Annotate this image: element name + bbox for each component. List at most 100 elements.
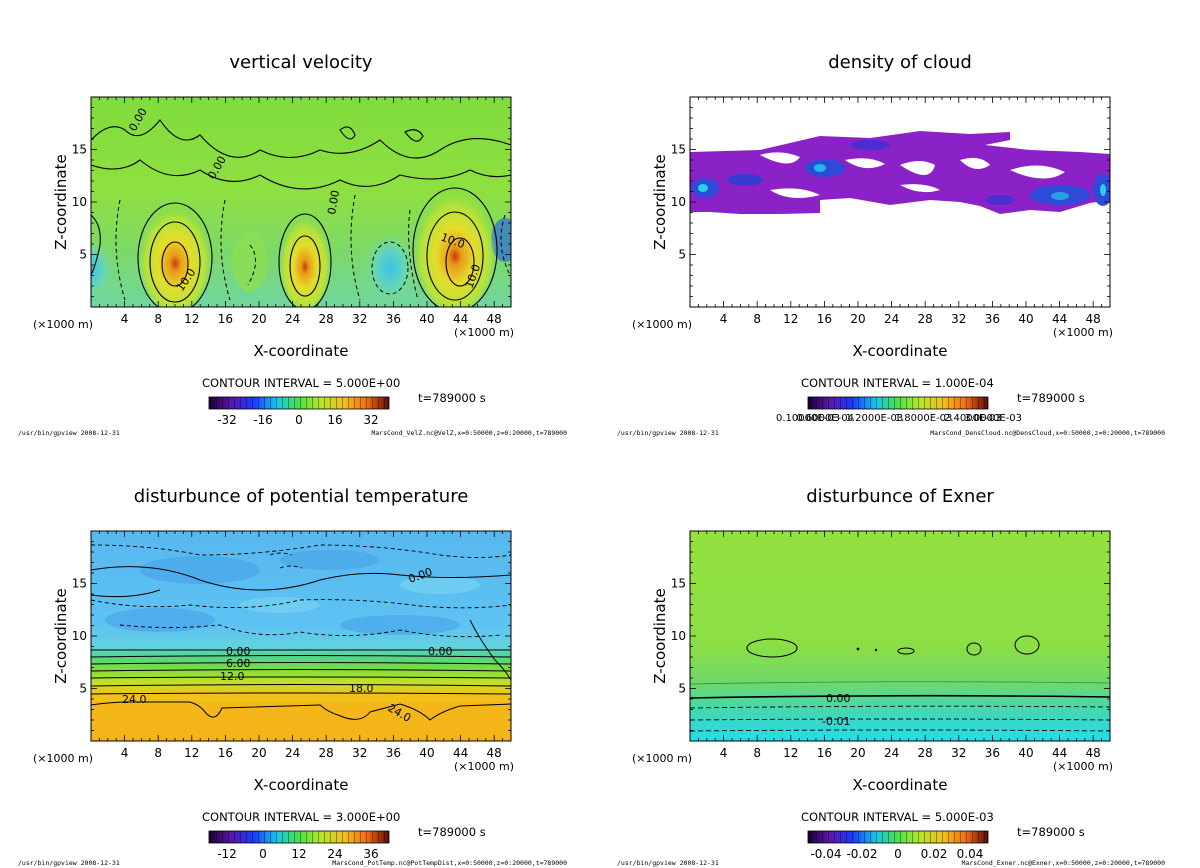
colorbar-ticks: -12 0 12 24 36 — [217, 847, 378, 861]
x-tick-label: 28 — [319, 746, 334, 760]
footer-left: /usr/bin/gpview 2008-12-31 — [617, 429, 719, 437]
x-tick-label: 44 — [453, 746, 468, 760]
y-axis-ticks: 5 10 15 — [72, 541, 511, 731]
chart-title: vertical velocity — [229, 52, 373, 73]
colorbar-tick-label: 32 — [363, 413, 378, 427]
x-axis-ticks: 4 8 12 16 20 24 28 32 36 40 44 48 — [698, 97, 1102, 326]
colorbar — [208, 396, 390, 410]
contour-label: 6.00 — [226, 657, 251, 670]
panel-exner: disturbunce of Exner 0.00 — [617, 486, 1165, 867]
x-tick-label: 20 — [850, 312, 865, 326]
x-axis-label: X-coordinate — [853, 342, 948, 360]
x-unit-left: (×1000 m) — [33, 752, 93, 765]
colorbar-tick-label: 16 — [327, 413, 342, 427]
y-axis-ticks: 5 10 15 — [72, 107, 511, 297]
colorbar-tick-label: 0 — [894, 847, 902, 861]
x-tick-label: 24 — [884, 312, 899, 326]
chart-title: disturbunce of Exner — [806, 486, 994, 507]
time-label: t=789000 s — [1017, 825, 1085, 839]
x-unit-right: (×1000 m) — [1053, 760, 1113, 773]
x-tick-label: 28 — [319, 312, 334, 326]
footer-left: /usr/bin/gpview 2008-12-31 — [18, 859, 120, 867]
x-tick-label: 8 — [154, 312, 162, 326]
contour-label: -0.01 — [822, 715, 850, 728]
x-unit-left: (×1000 m) — [33, 318, 93, 331]
x-axis-ticks: 4 8 12 16 20 24 28 32 36 40 44 48 — [99, 97, 504, 326]
contour-label: 0.00 — [428, 645, 453, 658]
contour-interval: CONTOUR INTERVAL = 3.000E+00 — [202, 810, 400, 824]
x-unit-left: (×1000 m) — [632, 752, 692, 765]
y-axis-ticks: 5 10 15 — [671, 107, 1110, 297]
x-tick-label: 36 — [386, 312, 401, 326]
y-axis-label: Z-coordinate — [651, 154, 669, 249]
x-tick-label: 36 — [985, 746, 1000, 760]
colorbar-tick-label: -16 — [253, 413, 273, 427]
x-unit-left: (×1000 m) — [632, 318, 692, 331]
contour-label: 12.0 — [220, 670, 245, 683]
contour-interval: CONTOUR INTERVAL = 1.000E-04 — [801, 376, 994, 390]
x-tick-label: 4 — [720, 312, 728, 326]
y-tick-label: 10 — [72, 195, 87, 209]
y-tick-label: 10 — [671, 629, 686, 643]
x-tick-label: 40 — [1018, 746, 1033, 760]
y-tick-label: 10 — [671, 195, 686, 209]
colorbar-tick-label: -12 — [217, 847, 237, 861]
x-tick-label: 48 — [1086, 312, 1101, 326]
panel-vertical-velocity: vertical velocity — [18, 52, 567, 437]
x-unit-right: (×1000 m) — [454, 760, 514, 773]
x-tick-label: 36 — [386, 746, 401, 760]
colorbar-tick-label: 1.2000E-03 — [846, 413, 904, 424]
x-tick-label: 12 — [783, 746, 798, 760]
colorbar-tick-label: -0.04 — [810, 847, 841, 861]
colorbar-tick-label: 0 — [259, 847, 267, 861]
x-tick-label: 32 — [352, 746, 367, 760]
x-tick-label: 40 — [1018, 312, 1033, 326]
contour-label: 0.00 — [325, 189, 342, 215]
x-tick-label: 24 — [884, 746, 899, 760]
footer-right: MarsCond_VelZ.nc@VelZ,x=0:50000,z=0:2000… — [371, 429, 567, 437]
footer-left: /usr/bin/gpview 2008-12-31 — [18, 429, 120, 437]
y-tick-label: 10 — [72, 629, 87, 643]
footer-right: MarsCond_Exner.nc@Exner,x=0:50000,z=0:20… — [962, 859, 1166, 867]
x-tick-label: 44 — [1052, 312, 1067, 326]
colorbar-tick-label: 12 — [291, 847, 306, 861]
colorbar-tick-label: 1.8000E-03 — [895, 413, 953, 424]
contour-interval: CONTOUR INTERVAL = 5.000E-03 — [801, 810, 994, 824]
x-tick-label: 8 — [753, 312, 761, 326]
y-axis-label: Z-coordinate — [52, 154, 70, 249]
x-tick-label: 20 — [251, 312, 266, 326]
x-tick-label: 20 — [850, 746, 865, 760]
colorbar-tick-label: 0.02 — [921, 847, 948, 861]
y-tick-label: 5 — [79, 682, 87, 696]
y-tick-label: 15 — [671, 143, 686, 157]
chart-title: density of cloud — [828, 52, 972, 73]
colorbar-tick-label: 0 — [295, 413, 303, 427]
colorbar-ticks: -0.04 -0.02 0 0.02 0.04 — [810, 847, 983, 861]
y-tick-label: 5 — [678, 682, 686, 696]
y-axis-label: Z-coordinate — [52, 588, 70, 683]
y-tick-label: 15 — [72, 143, 87, 157]
x-tick-label: 24 — [285, 312, 300, 326]
colorbar-ticks: -32 -16 0 16 32 — [217, 413, 378, 427]
x-tick-label: 40 — [419, 746, 434, 760]
colorbar-ticks: 0.10000E-030.6000E-041.2000E-031.8000E-0… — [776, 413, 1022, 424]
x-tick-label: 4 — [121, 746, 129, 760]
contour-label: 0.00 — [226, 645, 251, 658]
time-label: t=789000 s — [1017, 391, 1085, 405]
x-axis-label: X-coordinate — [853, 776, 948, 794]
x-tick-label: 12 — [783, 312, 798, 326]
colorbar-tick-label: 0.04 — [957, 847, 984, 861]
contour-label: 24.0 — [122, 693, 147, 706]
x-tick-label: 44 — [1052, 746, 1067, 760]
contour-label: 18.0 — [349, 682, 374, 695]
x-tick-label: 36 — [985, 312, 1000, 326]
colorbar-tick-label: 2.4000E-03 — [944, 413, 1002, 424]
colorbar-tick-label: 3.0000E-03 — [964, 413, 1022, 424]
x-tick-label: 28 — [918, 746, 933, 760]
x-tick-label: 12 — [184, 312, 199, 326]
x-tick-label: 48 — [487, 746, 502, 760]
y-tick-label: 15 — [72, 577, 87, 591]
colorbar-tick-label: -32 — [217, 413, 237, 427]
x-tick-label: 48 — [1086, 746, 1101, 760]
